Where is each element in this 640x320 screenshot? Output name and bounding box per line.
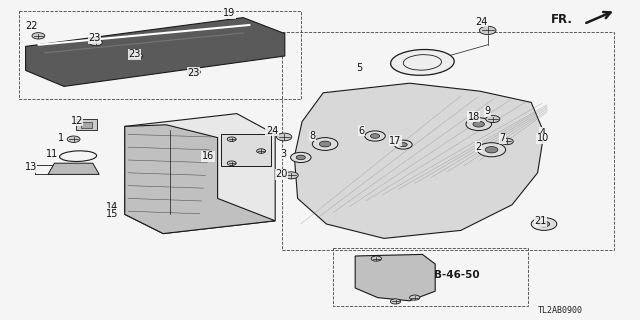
Text: 11: 11 (46, 148, 59, 159)
Circle shape (477, 143, 506, 157)
Text: 24: 24 (475, 17, 488, 27)
Circle shape (257, 149, 266, 153)
Text: 7: 7 (499, 133, 506, 143)
Circle shape (473, 121, 484, 127)
Text: 17: 17 (389, 136, 402, 146)
Polygon shape (26, 18, 285, 86)
Circle shape (371, 256, 381, 261)
Circle shape (227, 161, 236, 165)
Circle shape (312, 138, 338, 150)
Text: 15: 15 (106, 209, 118, 219)
Circle shape (485, 147, 498, 153)
Circle shape (284, 172, 298, 179)
Text: 14: 14 (106, 202, 118, 212)
Bar (333, 248, 528, 306)
Polygon shape (48, 163, 99, 174)
Bar (81, 122, 92, 128)
Bar (19, 11, 301, 99)
Text: 22: 22 (26, 21, 38, 31)
Text: 23: 23 (187, 68, 200, 78)
Text: FR.: FR. (551, 13, 573, 26)
Text: 1: 1 (58, 133, 64, 143)
Circle shape (296, 155, 305, 160)
Circle shape (130, 53, 143, 59)
Circle shape (291, 152, 311, 163)
Bar (221, 134, 271, 166)
Circle shape (486, 116, 500, 123)
Text: 20: 20 (275, 169, 288, 180)
Circle shape (32, 33, 45, 39)
Circle shape (188, 69, 200, 75)
Polygon shape (355, 254, 435, 301)
Circle shape (390, 299, 401, 304)
Circle shape (466, 118, 492, 131)
Text: 24: 24 (266, 125, 278, 136)
Text: 21: 21 (534, 216, 547, 227)
Circle shape (538, 221, 550, 227)
Text: 6: 6 (358, 125, 365, 136)
Text: 23: 23 (88, 33, 101, 44)
Bar (282, 32, 614, 250)
Text: 16: 16 (202, 151, 214, 161)
Polygon shape (294, 83, 544, 238)
Text: 3: 3 (280, 148, 286, 159)
Circle shape (319, 141, 331, 147)
Bar (76, 119, 97, 130)
Text: 9: 9 (484, 106, 491, 116)
Circle shape (500, 138, 513, 145)
Text: B-46-50: B-46-50 (434, 269, 479, 280)
Text: 5: 5 (356, 63, 363, 73)
Text: TL2AB0900: TL2AB0900 (538, 306, 582, 315)
Circle shape (531, 218, 557, 230)
Text: 23: 23 (128, 49, 141, 60)
Circle shape (67, 136, 80, 142)
Text: 19: 19 (223, 8, 236, 19)
Text: 10: 10 (536, 133, 549, 143)
Circle shape (371, 134, 380, 138)
Circle shape (276, 133, 292, 141)
Ellipse shape (390, 50, 454, 75)
Polygon shape (125, 125, 275, 234)
Circle shape (399, 143, 407, 147)
Text: 4: 4 (540, 128, 546, 138)
Circle shape (479, 26, 496, 35)
Text: 18: 18 (467, 112, 480, 122)
Circle shape (410, 295, 420, 300)
Circle shape (227, 137, 236, 141)
Text: 13: 13 (24, 162, 37, 172)
Circle shape (90, 39, 102, 46)
Text: 8: 8 (309, 131, 316, 141)
Text: 12: 12 (70, 116, 83, 126)
Circle shape (394, 140, 412, 149)
Text: 2: 2 (476, 141, 482, 152)
Circle shape (365, 131, 385, 141)
Polygon shape (125, 114, 275, 234)
